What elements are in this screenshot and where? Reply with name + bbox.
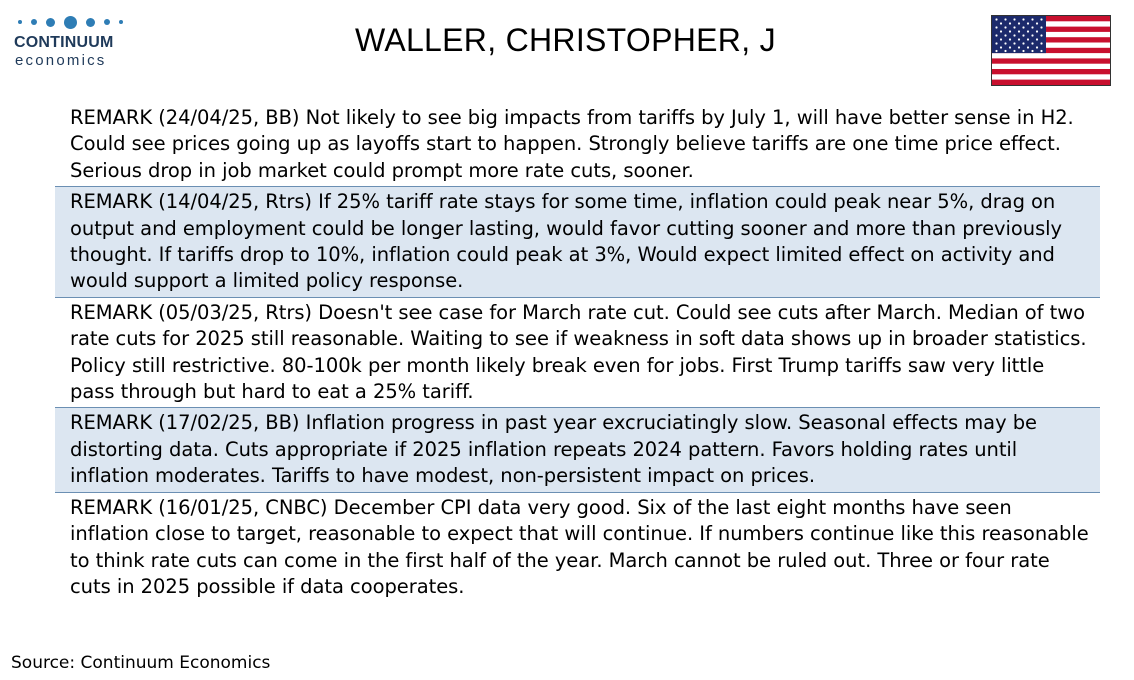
- us-flag-icon: [991, 15, 1111, 86]
- logo-name: CONTINUUM: [14, 34, 114, 51]
- continuum-logo: CONTINUUM economics: [14, 14, 134, 76]
- remark-row: REMARK (24/04/25, BB) Not likely to see …: [55, 102, 1100, 188]
- page-title: WALLER, CHRISTOPHER, J: [355, 22, 776, 58]
- source-note: Source: Continuum Economics: [11, 653, 271, 673]
- logo-dots-icon: [14, 14, 134, 30]
- remark-text: REMARK (16/01/25, CNBC) December CPI dat…: [70, 495, 1089, 598]
- logo-subtitle: economics: [15, 52, 107, 69]
- remarks-list: REMARK (24/04/25, BB) Not likely to see …: [55, 102, 1100, 602]
- remark-row: REMARK (05/03/25, Rtrs) Doesn't see case…: [55, 298, 1100, 409]
- remark-row: REMARK (17/02/25, BB) Inflation progress…: [55, 408, 1100, 493]
- remark-row: REMARK (14/04/25, Rtrs) If 25% tariff ra…: [55, 187, 1100, 298]
- remark-text: REMARK (17/02/25, BB) Inflation progress…: [70, 411, 1037, 488]
- remark-row: REMARK (16/01/25, CNBC) December CPI dat…: [55, 493, 1100, 603]
- remark-text: REMARK (24/04/25, BB) Not likely to see …: [70, 106, 1074, 182]
- remark-text: REMARK (14/04/25, Rtrs) If 25% tariff ra…: [70, 190, 1063, 293]
- remark-text: REMARK (05/03/25, Rtrs) Doesn't see case…: [70, 300, 1087, 404]
